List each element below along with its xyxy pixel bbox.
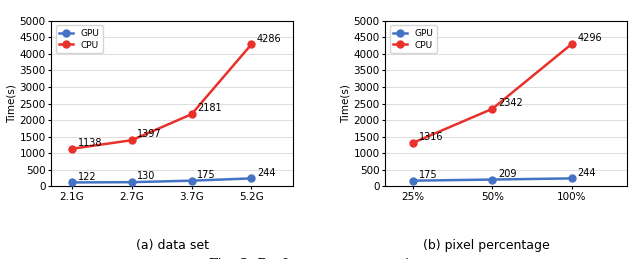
- GPU: [248, 177, 255, 180]
- Line: GPU: GPU: [410, 175, 575, 184]
- Y-axis label: Time(s): Time(s): [340, 84, 351, 123]
- Y-axis label: Time(s): Time(s): [6, 84, 17, 123]
- GPU: [68, 181, 76, 184]
- Text: 244: 244: [257, 168, 275, 178]
- Line: CPU: CPU: [68, 41, 255, 152]
- Legend: GPU, CPU: GPU, CPU: [56, 25, 102, 53]
- CPU: [488, 107, 496, 110]
- GPU: [568, 177, 575, 180]
- Text: 130: 130: [138, 171, 156, 181]
- CPU: [68, 147, 76, 150]
- GPU: [128, 181, 136, 184]
- Legend: GPU, CPU: GPU, CPU: [390, 25, 436, 53]
- GPU: [488, 178, 496, 181]
- CPU: [188, 113, 195, 116]
- Text: 122: 122: [77, 172, 96, 182]
- Text: 175: 175: [197, 170, 216, 180]
- Line: GPU: GPU: [68, 175, 255, 186]
- CPU: [409, 141, 417, 145]
- Text: (b) pixel percentage: (b) pixel percentage: [423, 239, 550, 252]
- CPU: [128, 139, 136, 142]
- Text: 4296: 4296: [577, 33, 602, 43]
- Text: Fig. 3: Performance comparison: Fig. 3: Performance comparison: [207, 258, 433, 259]
- CPU: [568, 42, 575, 46]
- Text: 2342: 2342: [498, 98, 523, 108]
- Text: 1138: 1138: [77, 138, 102, 148]
- Text: (a) data set: (a) data set: [136, 239, 209, 252]
- Text: 4286: 4286: [257, 34, 282, 44]
- Text: 209: 209: [498, 169, 516, 179]
- GPU: [409, 179, 417, 182]
- Text: 175: 175: [419, 170, 437, 180]
- Text: 1316: 1316: [419, 132, 443, 142]
- GPU: [188, 179, 195, 182]
- Text: 1397: 1397: [138, 130, 162, 139]
- Text: 244: 244: [577, 168, 596, 178]
- Line: CPU: CPU: [410, 41, 575, 146]
- Text: 2181: 2181: [197, 103, 222, 113]
- CPU: [248, 43, 255, 46]
